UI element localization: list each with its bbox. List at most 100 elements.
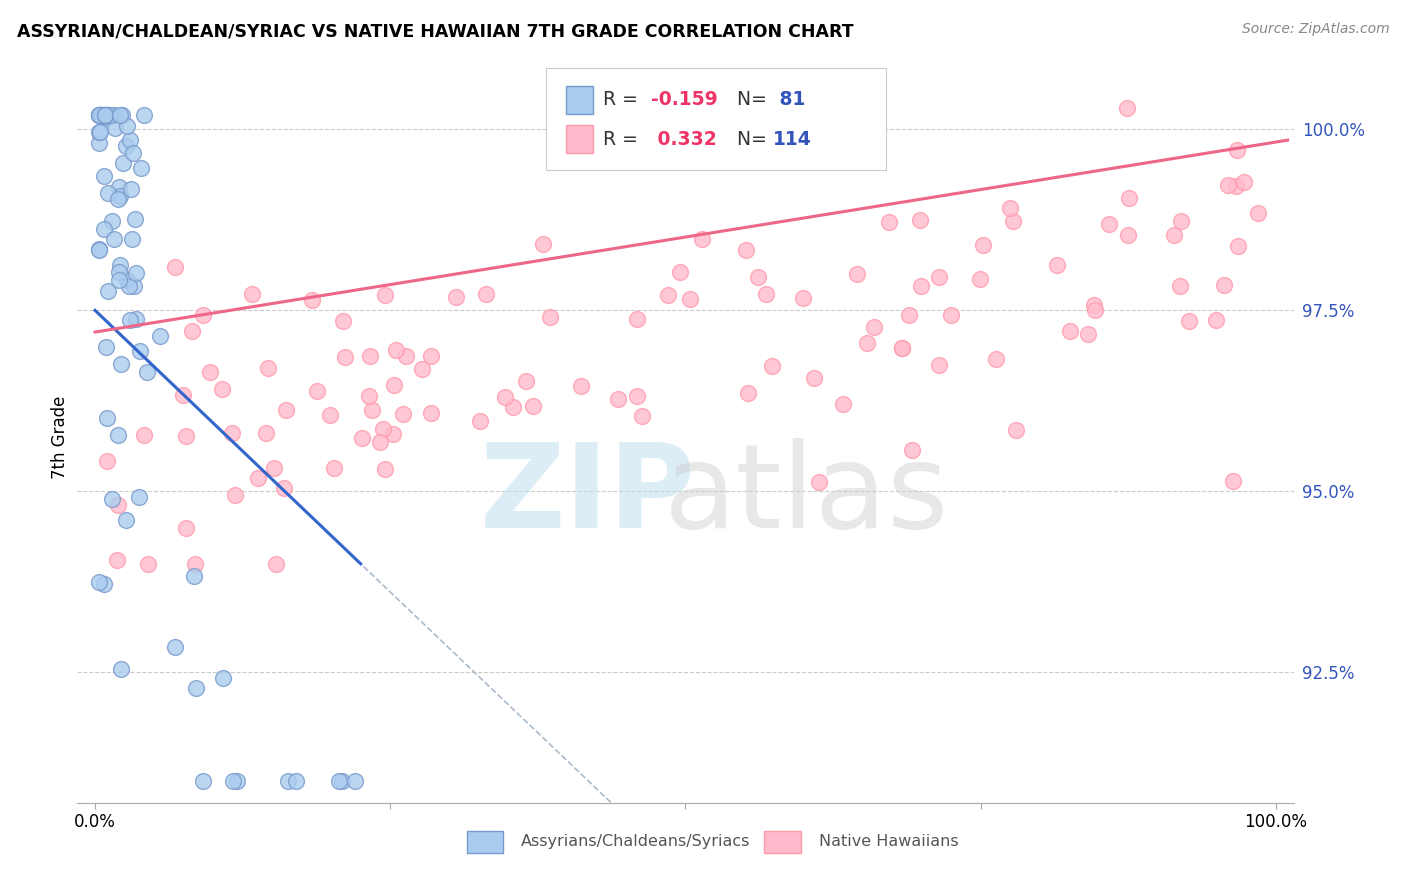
Point [276,402,298,417]
Text: 114: 114 [773,130,811,149]
Point [96,340,118,354]
Point [323,461,346,475]
Point [87,575,110,590]
Point [755,287,778,301]
FancyBboxPatch shape [546,68,886,170]
Point [444,290,467,304]
Point [93,108,115,122]
Point [470,414,492,428]
Point [211,382,233,396]
Point [897,308,920,322]
Point [90,108,112,122]
Point [103,120,125,135]
Point [115,120,138,134]
Point [357,389,380,403]
Point [120,133,142,147]
Point [124,312,146,326]
Point [96,110,118,124]
Point [225,774,247,789]
Point [254,426,277,441]
Point [90,108,112,122]
Point [1222,474,1244,488]
Text: -0.159: -0.159 [651,90,718,110]
Point [163,640,186,654]
Point [890,341,912,355]
Point [395,350,418,364]
Point [420,406,443,420]
Point [807,475,830,490]
Point [212,671,235,685]
Point [134,427,156,442]
Point [96,108,118,122]
Point [1247,205,1270,219]
Point [669,265,692,279]
Point [105,553,128,567]
Point [97,186,120,200]
Point [91,108,114,122]
Point [969,272,991,286]
Point [87,108,110,122]
Point [1226,143,1249,157]
Point [538,310,561,324]
Text: R =: R = [603,90,644,110]
Text: R =: R = [603,130,644,149]
Point [90,108,112,122]
Point [87,125,110,139]
Point [111,108,134,122]
Point [87,108,110,122]
Point [928,358,950,372]
Point [222,774,245,789]
Point [1118,190,1140,204]
Point [301,293,323,307]
Point [319,408,342,422]
Point [110,189,132,203]
Point [110,357,132,371]
Point [87,136,110,151]
Bar [567,126,593,153]
Point [174,429,197,443]
Point [136,557,159,571]
Point [110,661,132,675]
Point [984,351,1007,366]
Point [307,384,329,398]
Point [124,211,146,226]
Point [89,125,111,139]
Point [374,288,396,302]
Point [384,343,406,357]
Point [1163,228,1185,243]
Point [103,108,125,122]
Point [87,108,110,122]
Point [115,513,138,527]
Point [121,232,143,246]
Point [373,422,395,436]
Text: Native Hawaiians: Native Hawaiians [820,834,959,849]
Point [129,161,152,175]
Point [792,291,814,305]
Point [690,232,713,246]
Bar [765,830,801,853]
Point [132,108,155,122]
Point [273,482,295,496]
Point [845,268,868,282]
Point [183,569,205,583]
Point [735,243,758,257]
Point [368,435,391,450]
Point [373,462,395,476]
Point [328,774,350,789]
Point [972,238,994,252]
Point [117,272,139,286]
Point [93,169,115,183]
Point [118,278,141,293]
Point [332,314,354,328]
Point [411,361,433,376]
Point [107,273,129,287]
Point [333,351,356,365]
Point [94,108,117,122]
Point [1226,239,1249,253]
Point [97,108,120,122]
Point [263,461,285,475]
Point [246,471,269,485]
Bar [467,830,503,853]
Point [1084,302,1107,317]
Point [96,108,118,122]
